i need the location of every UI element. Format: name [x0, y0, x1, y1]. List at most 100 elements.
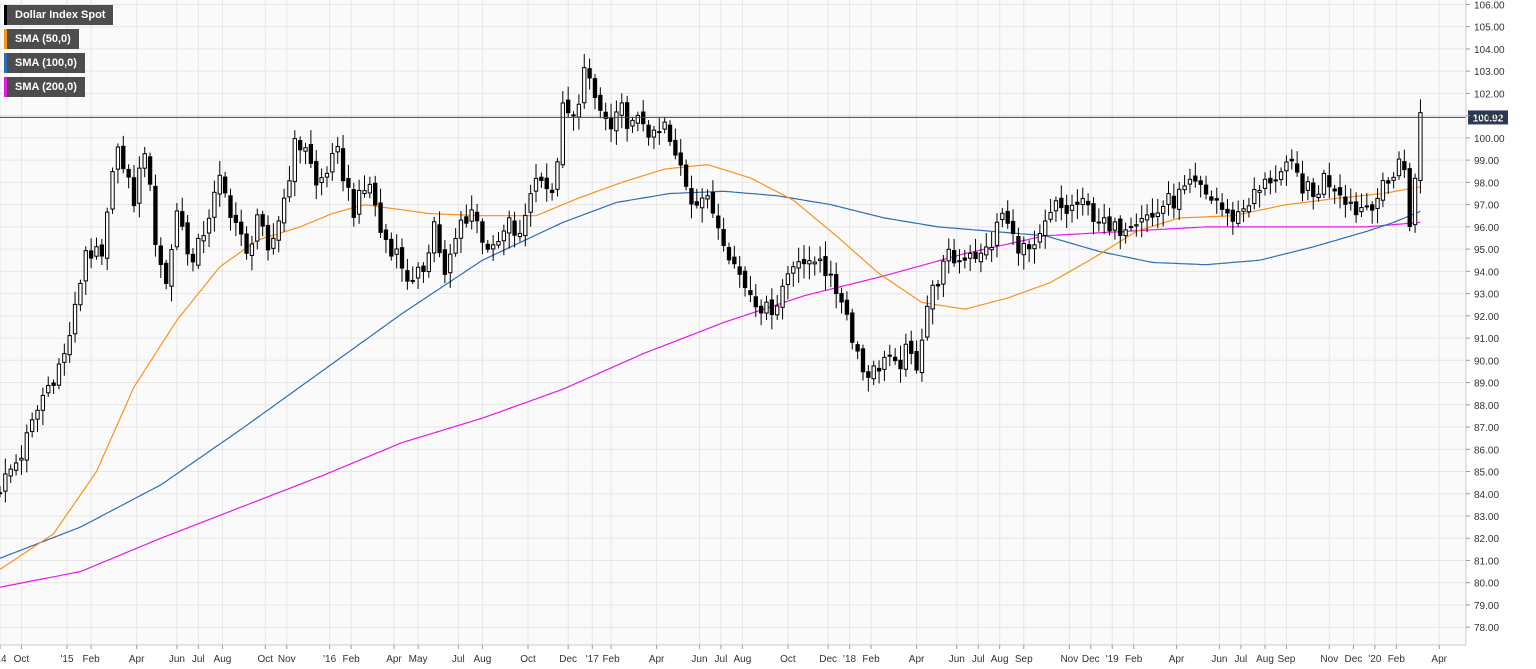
candle-body: [780, 285, 785, 308]
candle-body: [1016, 235, 1021, 254]
x-tick-label: Oct: [520, 654, 536, 665]
candle-body: [1364, 205, 1369, 208]
candle-body: [1102, 217, 1107, 224]
x-axis: '14 Oct '15 Feb Apr Jun Jul Aug Oct Nov '16 Feb Apr M…: [0, 644, 1466, 665]
legend-label-sma-100: SMA (100,0): [15, 57, 77, 69]
candle-body: [1000, 212, 1005, 221]
candle-body: [206, 217, 212, 234]
sma-100-layer: [0, 190, 1421, 559]
candle-body: [1375, 197, 1380, 209]
candle-body: [330, 153, 335, 173]
x-tick-label: Jul: [972, 654, 985, 665]
x-tick-label: Aug: [733, 654, 751, 665]
candle-body: [962, 257, 967, 261]
candle-body: [233, 214, 239, 223]
candle-body: [67, 335, 72, 356]
candle-body: [946, 248, 951, 262]
y-tick-label: 96.00: [1474, 223, 1499, 234]
x-tick-label: Aug: [474, 654, 492, 665]
candle-body: [335, 146, 340, 153]
candle-body: [99, 244, 105, 257]
candle-body: [1069, 204, 1075, 211]
legend-sma-100[interactable]: SMA (100,0): [4, 53, 85, 73]
candle-body: [850, 312, 855, 343]
candle-body: [1043, 220, 1048, 236]
candle-body: [1123, 229, 1128, 237]
grid-lines: [0, 0, 1466, 645]
candle-body: [1128, 226, 1134, 229]
candle-body: [1353, 201, 1359, 216]
candle-body: [0, 492, 3, 495]
candle-body: [1010, 220, 1016, 235]
x-tick-label: Jun: [1211, 654, 1227, 665]
candle-body: [1262, 178, 1268, 189]
legend-dollar-index[interactable]: Dollar Index Spot: [4, 5, 114, 25]
candle-body: [764, 301, 769, 314]
legend-sma-50[interactable]: SMA (50,0): [4, 29, 79, 49]
candle-body: [319, 177, 324, 183]
candle-body: [324, 172, 330, 178]
candle-body: [1412, 177, 1418, 226]
legend-sma-200[interactable]: SMA (200,0): [4, 77, 85, 97]
candle-body: [662, 121, 667, 130]
candle-body: [968, 252, 973, 259]
candle-body: [582, 67, 587, 104]
candle-body: [834, 274, 839, 295]
candle-body: [1118, 218, 1123, 236]
candle-body: [651, 129, 657, 138]
x-tick-label: Jun: [691, 654, 707, 665]
candle-body: [1311, 182, 1316, 197]
candle-body: [689, 188, 694, 205]
candle-body: [517, 232, 523, 238]
candle-body: [383, 229, 389, 240]
candle-body: [608, 117, 614, 130]
candle-body: [389, 238, 394, 257]
candle-body: [683, 164, 689, 187]
candle-body: [775, 305, 780, 316]
y-tick-label: 87.00: [1474, 423, 1499, 434]
x-tick-label: '17: [586, 654, 599, 665]
candle-body: [308, 144, 314, 164]
candle-body: [1160, 205, 1166, 214]
x-tick-label: Jul: [452, 654, 465, 665]
candle-body: [13, 462, 19, 471]
candle-body: [796, 261, 801, 269]
x-tick-label: Dec: [1345, 654, 1363, 665]
sma-100-line: [0, 190, 1421, 559]
x-tick-label: Feb: [83, 654, 101, 665]
candle-body: [137, 167, 142, 204]
candle-body: [1187, 178, 1193, 185]
x-tick-label: Oct: [258, 654, 274, 665]
candle-body: [362, 190, 367, 195]
y-tick-label: 98.00: [1474, 178, 1499, 189]
x-tick-label: '18: [843, 654, 856, 665]
candle-body: [839, 292, 844, 303]
y-tick-label: 84.00: [1474, 490, 1499, 501]
candle-body: [442, 249, 448, 275]
candle-body: [501, 230, 507, 242]
candle-body: [721, 229, 726, 247]
x-tick-label: Dec: [819, 654, 837, 665]
x-tick-label: '20: [1368, 654, 1381, 665]
candle-body: [1370, 204, 1375, 211]
legend-label-sma-50: SMA (50,0): [15, 33, 71, 45]
y-tick-label: 94.00: [1474, 267, 1499, 278]
candle-body: [292, 138, 297, 182]
candle-body: [1053, 200, 1059, 212]
candle-body: [437, 224, 442, 254]
candle-body: [1268, 177, 1273, 184]
candle-body: [56, 363, 62, 386]
y-tick-label: 105.00: [1474, 23, 1505, 34]
x-tick-label: Jul: [192, 654, 205, 665]
candle-body: [78, 282, 83, 306]
candle-body: [1112, 221, 1118, 231]
candle-body: [415, 266, 421, 279]
candle-body: [314, 161, 319, 186]
candle-body: [533, 177, 539, 192]
candle-body: [1107, 216, 1112, 232]
candle-body: [742, 270, 748, 289]
candle-body: [1075, 201, 1080, 205]
y-tick-label: 106.00: [1474, 0, 1505, 11]
candle-body: [909, 340, 914, 354]
